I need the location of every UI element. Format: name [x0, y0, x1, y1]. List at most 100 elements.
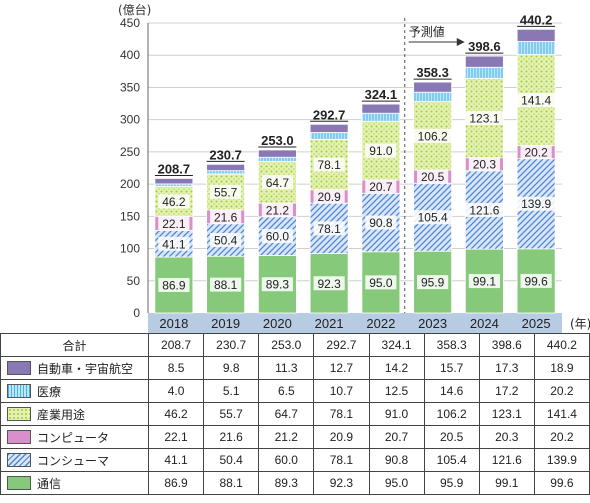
x-tick-label: 2023 — [418, 316, 447, 331]
legend-swatch — [7, 453, 31, 467]
table-cell: 21.2 — [258, 425, 315, 449]
legend-label: 医療 — [37, 384, 62, 399]
x-tick-label: 2021 — [315, 316, 344, 331]
bar-segment — [154, 178, 194, 185]
data-label: 99.1 — [473, 275, 497, 289]
data-label-bg — [313, 221, 345, 236]
y-tick-label: 150 — [120, 209, 140, 223]
forecast-label: 予測値 — [409, 24, 445, 39]
data-label-bg — [158, 277, 190, 292]
legend-label: コンシューマ — [37, 453, 110, 468]
y-tick-label: 450 — [120, 16, 140, 30]
table-cell: 99.1 — [478, 471, 535, 495]
y-tick-label: 350 — [120, 80, 140, 94]
table-cell: 17.3 — [478, 356, 535, 380]
table-cell: 358.3 — [423, 333, 480, 357]
table-cell: 11.3 — [258, 356, 315, 380]
data-label: 22.1 — [162, 217, 186, 231]
data-label-bg — [365, 179, 397, 194]
table-cell: 99.6 — [533, 471, 590, 495]
data-label: 139.9 — [521, 197, 551, 211]
data-label: 90.8 — [369, 216, 393, 230]
data-label-bg — [210, 232, 242, 247]
table-cell: 12.5 — [368, 379, 425, 403]
data-label-bg — [417, 169, 449, 184]
table-row: 産業用途 46.2 55.7 64.7 78.1 91.0 106.2 123.1 141.4 — [0, 402, 590, 426]
table-row: コンピュータ 22.1 21.6 21.2 20.9 20.7 20.5 20.3 20.2 — [0, 425, 590, 449]
legend-label: 通信 — [37, 476, 62, 491]
table-cell: 41.1 — [147, 448, 205, 472]
table-cell: 95.9 — [423, 471, 480, 495]
data-label-bg — [520, 145, 552, 160]
x-tick-label: 2025 — [522, 316, 551, 331]
bar-segment — [206, 163, 246, 172]
legend-label: コンピュータ — [37, 430, 110, 445]
data-label-bg — [313, 189, 345, 204]
table-cell: 253.0 — [258, 333, 315, 357]
table-cell: 20.7 — [368, 425, 425, 449]
table-cell: 105.4 — [423, 448, 480, 472]
legend-swatch — [7, 430, 31, 444]
table-cell: 55.7 — [203, 402, 260, 426]
table-cell: 92.3 — [313, 471, 370, 495]
data-table: 合計 208.7 230.7 253.0 292.7 324.1 358.3 398.6 440… — [0, 333, 590, 495]
table-cell: 17.2 — [478, 379, 535, 403]
legend-label: 産業用途 — [37, 407, 86, 422]
table-cell: 60.0 — [258, 448, 315, 472]
data-label: 95.0 — [369, 276, 393, 290]
data-label: 20.3 — [473, 158, 497, 172]
data-label-bg — [465, 111, 504, 126]
table-row: 自動車・宇宙航空 8.5 9.8 11.3 12.7 14.2 15.7 17.3 18.9 — [0, 356, 590, 380]
data-label-bg — [210, 184, 242, 199]
forecast-arrowhead — [456, 38, 465, 46]
x-axis-band — [148, 313, 562, 333]
x-unit-label: (年) — [570, 317, 590, 331]
data-label-bg — [313, 157, 345, 172]
data-label: 21.6 — [214, 210, 238, 224]
table-cell: 230.7 — [203, 333, 260, 357]
table-cell: 78.1 — [313, 402, 370, 426]
data-label: 86.9 — [162, 278, 186, 292]
table-cell: 14.2 — [368, 356, 425, 380]
data-label-bg — [158, 236, 190, 251]
data-label: 20.9 — [317, 190, 341, 204]
table-cell: 21.6 — [203, 425, 260, 449]
data-label-bg — [261, 229, 293, 244]
total-label: 208.7 — [158, 161, 191, 176]
data-label: 91.0 — [369, 144, 393, 158]
y-tick-label: 50 — [127, 274, 141, 288]
bar-segment — [309, 123, 349, 133]
data-label: 50.4 — [214, 233, 238, 247]
data-label-bg — [517, 93, 556, 108]
table-cell: 14.6 — [423, 379, 480, 403]
total-label: 440.2 — [520, 12, 553, 27]
bar-segment — [516, 28, 556, 42]
data-label-bg — [210, 277, 242, 292]
x-tick-label: 2018 — [159, 316, 188, 331]
table-cell: 8.5 — [147, 356, 205, 380]
bar-segment — [257, 156, 297, 162]
table-row-label: 合計 — [0, 333, 149, 357]
total-label: 398.6 — [468, 39, 501, 54]
data-label-bg — [468, 157, 500, 172]
y-tick-label: 250 — [120, 145, 140, 159]
data-label: 78.1 — [317, 222, 341, 236]
table-row-label: 医療 — [0, 379, 149, 403]
data-label-bg — [413, 128, 452, 143]
table-cell: 324.1 — [368, 333, 425, 357]
table-cell: 121.6 — [478, 448, 535, 472]
table-cell: 50.4 — [203, 448, 260, 472]
x-tick-label: 2024 — [470, 316, 499, 331]
data-label-bg — [313, 276, 345, 291]
table-cell: 20.3 — [478, 425, 535, 449]
bar-segment — [413, 81, 453, 93]
data-label-bg — [261, 277, 293, 292]
table-row: 通信 86.9 88.1 89.3 92.3 95.0 95.9 99.1 99.6 — [0, 471, 590, 495]
table-row: 医療 4.0 5.1 6.5 10.7 12.5 14.6 17.2 20.2 — [0, 379, 590, 403]
bar-segment — [206, 170, 246, 175]
y-tick-label: 0 — [133, 306, 140, 320]
table-cell: 86.9 — [147, 471, 205, 495]
data-label-bg — [365, 275, 397, 290]
data-label-bg — [365, 215, 397, 230]
x-tick-label: 2022 — [366, 316, 395, 331]
